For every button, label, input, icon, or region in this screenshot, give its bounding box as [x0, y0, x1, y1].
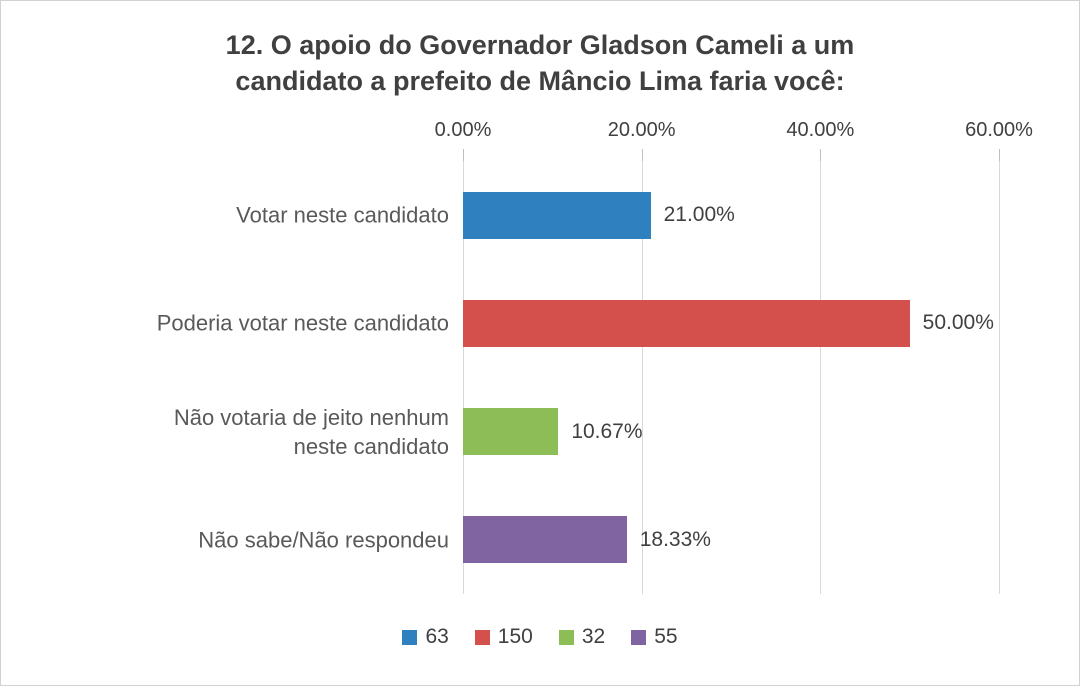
legend-label: 32: [581, 625, 606, 648]
x-tick-mark: [820, 149, 822, 161]
bar[interactable]: [463, 516, 627, 564]
x-gridline: [641, 161, 643, 594]
bar[interactable]: [463, 408, 559, 456]
category-label: Votar neste candidato: [236, 202, 449, 228]
legend-label: 63: [425, 625, 449, 648]
legend-item[interactable]: 55: [631, 625, 678, 649]
legend-label: 55: [654, 625, 678, 648]
x-tick-mark: [463, 149, 464, 161]
x-gridline: [463, 161, 464, 594]
legend-item[interactable]: 63: [402, 625, 449, 649]
category-label: Não sabe/Não respondeu: [198, 527, 449, 553]
category-label: Não votaria de jeito nenhum neste candid…: [173, 404, 449, 459]
legend-swatch-icon: [402, 629, 418, 645]
x-tick-mark: [641, 149, 643, 161]
bar-value-label: 21.00%: [663, 203, 735, 227]
legend-swatch-icon: [474, 629, 490, 645]
legend-swatch-icon: [558, 629, 574, 645]
legend-swatch-icon: [631, 629, 647, 645]
bar-value-label: 18.33%: [639, 527, 711, 551]
legend: 63 150 32 55: [1, 625, 1079, 649]
bar-value-label: 10.67%: [571, 419, 643, 443]
legend-label: 150: [497, 625, 533, 648]
x-tick-label: 40.00%: [786, 119, 855, 141]
x-tick-mark: [999, 149, 1000, 161]
chart-title: 12. O apoio do Governador Gladson Cameli…: [225, 30, 855, 96]
x-tick-label: 20.00%: [607, 119, 676, 141]
legend-item[interactable]: 150: [474, 625, 533, 649]
x-gridline: [820, 161, 822, 594]
x-tick-label: 60.00%: [965, 119, 1033, 141]
category-label: Poderia votar neste candidato: [156, 310, 449, 336]
bar[interactable]: [463, 191, 651, 239]
x-tick-label: 0.00%: [434, 119, 492, 141]
x-gridline: [999, 161, 1000, 594]
bar[interactable]: [463, 299, 910, 347]
legend-item[interactable]: 32: [558, 625, 606, 649]
bar-value-label: 50.00%: [922, 311, 994, 335]
